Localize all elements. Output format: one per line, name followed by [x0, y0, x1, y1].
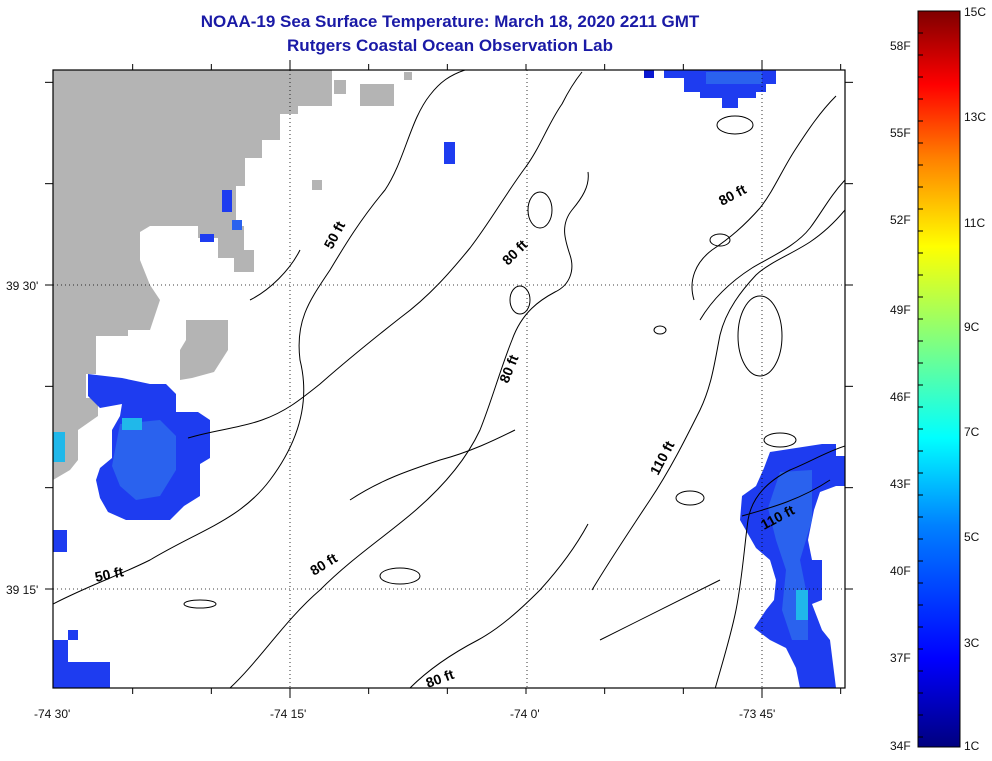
colorbar-f-label: 46F: [890, 390, 911, 404]
colorbar-c-label: 11C: [964, 216, 985, 230]
lon-label: -74 15': [270, 707, 306, 721]
colorbar-c-label: 3C: [964, 636, 980, 650]
colorbar-f-label: 34F: [890, 739, 911, 753]
colorbar-f-label: 58F: [890, 39, 911, 53]
lon-label: -74 0': [510, 707, 540, 721]
colorbar-c-label: 5C: [964, 530, 980, 544]
colorbar-gradient: [917, 10, 961, 748]
colorbar-f-label: 49F: [890, 303, 911, 317]
colorbar-f-label: 37F: [890, 651, 911, 665]
map-border: [52, 69, 846, 689]
colorbar-f-label: 40F: [890, 564, 911, 578]
colorbar-f-labels: 58F 55F 52F 49F 46F 43F 40F 37F 34F: [890, 39, 911, 753]
graticule: [53, 70, 845, 688]
colorbar-c-label: 15C: [964, 5, 986, 19]
colorbar-c-label: 9C: [964, 320, 980, 334]
sst-pixels: [53, 70, 845, 688]
colorbar-f-label: 43F: [890, 477, 911, 491]
colorbar-c-label: 7C: [964, 425, 980, 439]
latitude-labels: 39 30' 39 15': [6, 279, 38, 597]
colorbar-f-label: 55F: [890, 126, 911, 140]
lon-label: -74 30': [34, 707, 70, 721]
colorbar-c-label: 13C: [964, 110, 986, 124]
map-title: NOAA-19 Sea Surface Temperature: March 1…: [200, 12, 700, 31]
lat-label: 39 15': [6, 583, 38, 597]
lon-label: -73 45': [739, 707, 775, 721]
colorbar-c-labels: 15C 13C 11C 9C 7C 5C 3C 1C: [964, 5, 986, 753]
land-mass: [53, 70, 412, 480]
longitude-labels: -74 30' -74 15' -74 0' -73 45': [34, 707, 775, 721]
colorbar-f-label: 52F: [890, 213, 911, 227]
map-subtitle: Rutgers Coastal Ocean Observation Lab: [287, 36, 613, 55]
depth-label: 50 ft: [93, 563, 125, 585]
colorbar: 58F 55F 52F 49F 46F 43F 40F 37F 34F 15C …: [890, 5, 986, 753]
axis-ticks: [45, 60, 853, 698]
depth-contours: [53, 70, 845, 688]
lat-label: 39 30': [6, 279, 38, 293]
colorbar-c-label: 1C: [964, 739, 980, 753]
